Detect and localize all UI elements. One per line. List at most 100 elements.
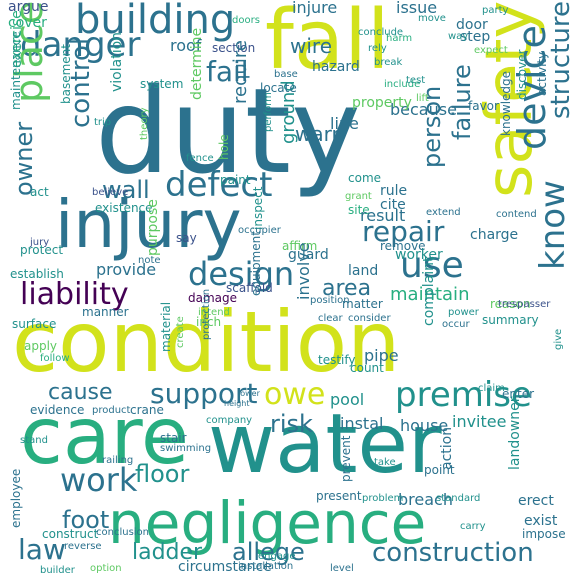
- word-floor: floor: [135, 460, 190, 488]
- word-ladder: ladder: [132, 540, 203, 565]
- word-step: step: [460, 29, 491, 45]
- word-enter: enter: [502, 387, 535, 401]
- word-maintain: maintain: [390, 284, 470, 305]
- word-site: site: [348, 203, 370, 217]
- word-inch: inch: [196, 315, 222, 329]
- word-railing: railing: [102, 455, 134, 466]
- word-way: way: [448, 31, 469, 42]
- word-material: material: [159, 301, 173, 352]
- word-premise: premise: [395, 375, 532, 415]
- word-carry: carry: [460, 521, 486, 532]
- word-surface: surface: [12, 317, 57, 331]
- word-wire: wire: [290, 34, 333, 58]
- word-theory: theory: [139, 107, 150, 140]
- word-occur: occur: [442, 319, 470, 330]
- word-law: law: [18, 533, 66, 566]
- word-warn: warn: [295, 122, 345, 146]
- word-pipe: pipe: [364, 346, 399, 365]
- word-breach: breach: [398, 490, 453, 509]
- word-power: power: [448, 307, 479, 318]
- word-provide: provide: [96, 260, 157, 279]
- word-basement: basement: [59, 44, 73, 104]
- word-construction: construction: [372, 538, 534, 568]
- word-clear: clear: [318, 313, 343, 324]
- word-expect: expect: [474, 45, 508, 56]
- word-issue: issue: [396, 0, 438, 17]
- word-locate: locate: [260, 81, 297, 95]
- word-create: create: [175, 316, 186, 348]
- word-condition: condition: [12, 293, 401, 391]
- word-lift: lift: [416, 93, 429, 104]
- word-guard: guard: [288, 247, 329, 263]
- word-testify: testify: [318, 353, 356, 367]
- word-worker: worker: [395, 247, 443, 263]
- word-count: count: [350, 361, 384, 375]
- word-contend: contend: [496, 209, 537, 220]
- word-trespasser: trespasser: [498, 299, 551, 310]
- word-system: system: [140, 77, 184, 91]
- word-claim: claim: [478, 383, 505, 394]
- word-support: support: [150, 377, 258, 410]
- word-knowledge: knowledge: [499, 70, 513, 136]
- word-work: work: [60, 461, 138, 499]
- word-give: give: [553, 328, 564, 350]
- word-water: water: [208, 397, 442, 492]
- word-summary: summary: [482, 313, 539, 327]
- word-lower: lower: [238, 389, 260, 398]
- word-manner: manner: [82, 305, 129, 319]
- word-discover: discover: [515, 49, 529, 100]
- word-fail: fail: [206, 55, 249, 88]
- word-pool: pool: [330, 390, 365, 409]
- word-grant: grant: [345, 191, 372, 202]
- word-exist: exist: [524, 513, 558, 529]
- word-charge: charge: [470, 227, 519, 243]
- word-come: come: [348, 171, 382, 185]
- word-company: company: [206, 415, 253, 426]
- word-harm: harm: [386, 33, 413, 44]
- word-crane: crane: [130, 403, 164, 417]
- word-rule: rule: [380, 183, 408, 199]
- word-line: line: [330, 114, 359, 133]
- word-section: section: [212, 41, 256, 55]
- word-fall: fall: [265, 0, 390, 88]
- word-damage: damage: [188, 291, 238, 305]
- word-use: use: [400, 245, 464, 286]
- word-foot: foot: [62, 506, 110, 534]
- word-injure: injure: [292, 0, 338, 17]
- word-height: height: [224, 399, 250, 408]
- word-evidence: evidence: [30, 403, 85, 417]
- word-inspect: inspect: [251, 186, 265, 231]
- word-follow: follow: [40, 353, 70, 364]
- word-swimming: swimming: [160, 443, 212, 454]
- word-fence: fence: [186, 153, 214, 164]
- word-because: because: [390, 100, 457, 119]
- word-conclusion: conclusion: [96, 527, 150, 538]
- word-present: present: [316, 489, 362, 503]
- word-area: area: [322, 276, 372, 301]
- word-act: act: [30, 185, 49, 199]
- word-danger: danger: [20, 25, 141, 65]
- word-break: break: [374, 57, 403, 68]
- word-stair: stair: [160, 431, 187, 445]
- word-activity: activity: [535, 51, 549, 96]
- word-protect: protect: [20, 243, 64, 257]
- word-move: move: [418, 13, 446, 24]
- word-scaffold: scaffold: [226, 281, 273, 295]
- word-invitee: invitee: [452, 412, 507, 431]
- word-defect: defect: [165, 165, 273, 205]
- word-hazard: hazard: [312, 59, 360, 75]
- word-trip: trip: [94, 117, 112, 128]
- word-consider: consider: [348, 313, 391, 324]
- word-intend: intend: [198, 307, 230, 318]
- word-know: know: [533, 180, 573, 270]
- word-occupier: occupier: [238, 225, 281, 236]
- word-complaint: complaint: [421, 256, 437, 326]
- word-maintenance: maintenance: [9, 31, 23, 110]
- word-determine: determine: [189, 27, 205, 100]
- word-take: take: [374, 457, 396, 468]
- word-protection: protection: [201, 288, 212, 340]
- word-property: property: [352, 95, 412, 111]
- word-building: building: [75, 0, 236, 43]
- word-impose: impose: [522, 527, 566, 541]
